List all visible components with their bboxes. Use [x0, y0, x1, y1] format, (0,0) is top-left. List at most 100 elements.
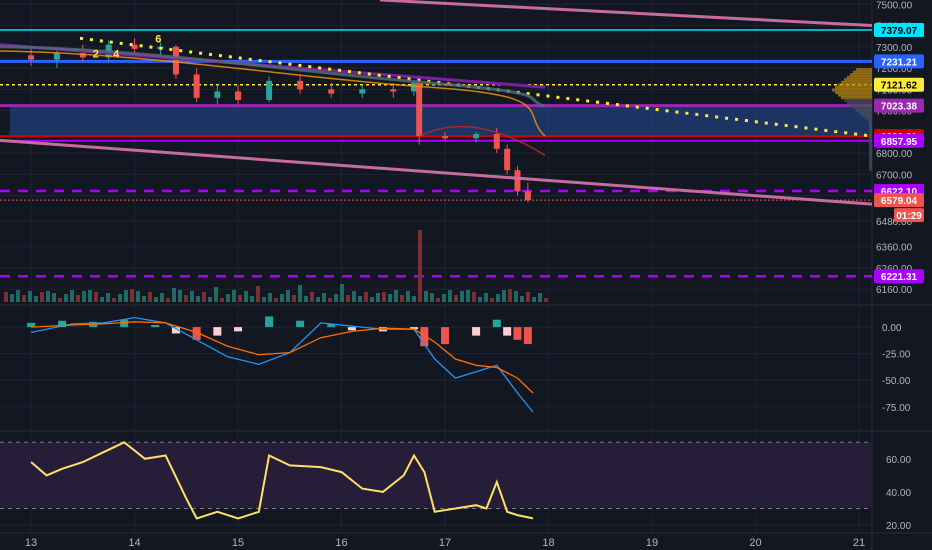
volume-bar — [358, 296, 362, 302]
candle-body[interactable] — [53, 53, 60, 60]
macd-histogram-bar — [27, 322, 36, 328]
volume-profile-bar — [868, 119, 872, 123]
volume-profile-bar — [869, 147, 872, 151]
macd-panel[interactable] — [27, 316, 534, 413]
price-label-text: 7121.62 — [881, 81, 918, 92]
volume-profile-bar — [847, 101, 872, 105]
candle-body[interactable] — [235, 91, 242, 100]
candle-body[interactable] — [214, 91, 221, 98]
macd-histogram-bar — [234, 327, 243, 332]
macd-tick-label: -25.00 — [882, 350, 911, 361]
candle-body[interactable] — [297, 80, 304, 90]
price-label-box — [874, 22, 924, 37]
volume-profile-bar — [850, 103, 872, 107]
volume-bar — [400, 295, 404, 302]
candle-body[interactable] — [266, 80, 273, 100]
time-tick-label: 13 — [25, 537, 37, 549]
wave-annotation: 2 — [93, 48, 99, 60]
candle-body[interactable] — [493, 133, 500, 149]
candle-body[interactable] — [172, 46, 179, 75]
volume-bar — [256, 286, 260, 302]
volume-bar — [136, 291, 140, 302]
volume-bar — [496, 294, 500, 302]
candle-body[interactable] — [359, 89, 366, 94]
volume-bar — [460, 291, 464, 302]
volume-profile-bar — [838, 93, 872, 97]
volume-bar — [490, 298, 494, 302]
rsi-line — [30, 441, 534, 520]
volume-bar — [382, 292, 386, 302]
volume-bar — [436, 298, 440, 302]
volume-bar — [328, 298, 332, 302]
candle-body[interactable] — [131, 44, 138, 49]
candle-body[interactable] — [442, 136, 449, 139]
candle-body[interactable] — [411, 82, 417, 92]
volume-bar — [88, 290, 92, 302]
volume-bar — [46, 291, 50, 302]
candle-body[interactable] — [79, 53, 86, 58]
candle-body[interactable] — [28, 55, 35, 60]
macd-histogram-bar — [503, 327, 512, 336]
volume-bar — [274, 298, 278, 302]
macd-signal-line — [31, 321, 534, 394]
price-label-text: 6857.95 — [881, 137, 918, 148]
time-tick-label: 20 — [749, 537, 761, 549]
price-zones — [0, 29, 872, 278]
volume-profile-bar — [835, 91, 872, 95]
volume-bar — [10, 294, 14, 302]
macd-tick-label: -50.00 — [882, 376, 911, 387]
candle-body[interactable] — [193, 74, 200, 98]
price-label-box — [874, 133, 924, 148]
volume-bar — [334, 294, 338, 302]
time-tick-label: 21 — [853, 537, 865, 549]
volume-bar — [520, 296, 524, 302]
candle-body[interactable] — [473, 133, 480, 139]
volume-bar — [376, 293, 380, 302]
volume-bar — [514, 291, 518, 302]
volume-bar — [82, 291, 86, 302]
volume-bar — [346, 295, 350, 302]
volume-bar — [28, 291, 32, 302]
volume-profile-bar — [869, 167, 872, 171]
volume-profile-bar — [869, 144, 872, 148]
candle-body[interactable] — [524, 191, 531, 201]
candle-body[interactable] — [328, 89, 335, 94]
price-tick-label: 6360.00 — [876, 243, 913, 254]
volume-bar — [292, 295, 296, 302]
volume-bar — [316, 297, 320, 302]
price-tick-label: 6800.00 — [876, 149, 913, 160]
rsi-panel[interactable] — [0, 441, 872, 520]
volume-profile-bar — [847, 75, 872, 79]
volume-bar — [76, 295, 80, 302]
wave-annotation: 4 — [113, 48, 120, 60]
volume-profile-bar — [844, 98, 872, 102]
price-label-box — [874, 98, 924, 113]
volume-bar — [286, 290, 290, 302]
price-tick-label: 6480.00 — [876, 217, 913, 228]
volume-bar — [142, 296, 146, 302]
volume-bar — [52, 293, 56, 302]
volume-bar — [112, 298, 116, 302]
volume-profile-bar — [859, 111, 872, 115]
rsi-tick-label: 20.00 — [886, 521, 911, 532]
volume-bar — [124, 290, 128, 302]
volume-bar — [532, 297, 536, 302]
candle-body[interactable] — [416, 82, 423, 137]
moving-average-red — [419, 125, 546, 156]
price-label-text: 7379.07 — [881, 26, 918, 37]
volume-bar — [70, 290, 74, 302]
candle-body[interactable] — [514, 170, 521, 192]
candle-body[interactable] — [390, 89, 397, 92]
volume-bar — [244, 291, 248, 302]
moving-average-orange — [0, 50, 546, 137]
volume-profile-bar — [841, 80, 872, 84]
volume-bar — [388, 294, 392, 302]
volume-bar — [100, 297, 104, 302]
candlestick-series[interactable] — [28, 38, 531, 203]
macd-histogram-bar — [492, 319, 501, 328]
candle-body[interactable] — [504, 148, 511, 171]
price-label-text: 7231.21 — [881, 57, 918, 68]
volume-bar — [352, 291, 356, 302]
volume-bar — [340, 284, 344, 302]
